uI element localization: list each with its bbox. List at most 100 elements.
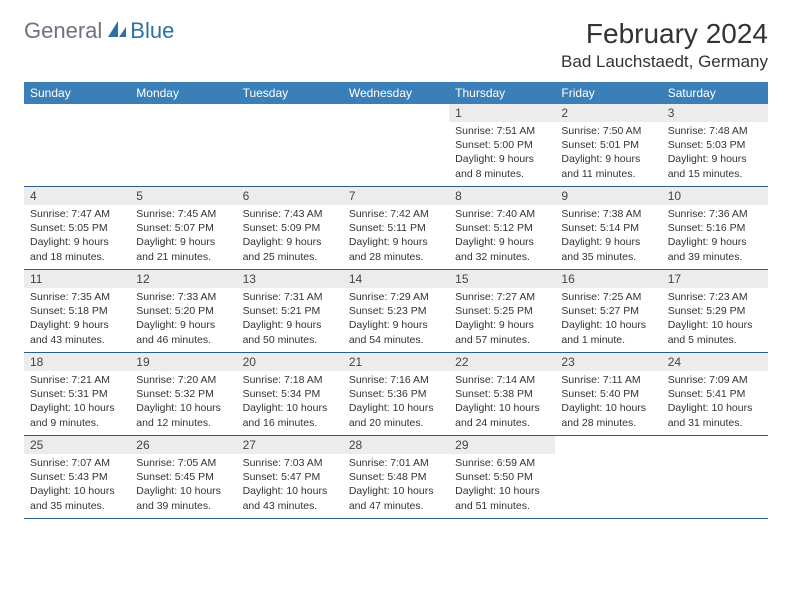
weekday-header-cell: Tuesday (237, 82, 343, 104)
calendar-cell: 2Sunrise: 7:50 AMSunset: 5:01 PMDaylight… (555, 104, 661, 186)
sunset-text: Sunset: 5:00 PM (455, 138, 549, 152)
daylight-text: Daylight: 9 hours and 21 minutes. (136, 235, 230, 263)
daylight-text: Daylight: 10 hours and 31 minutes. (668, 401, 762, 429)
day-number (130, 104, 236, 122)
day-number: 5 (130, 187, 236, 205)
sunrise-text: Sunrise: 7:01 AM (349, 456, 443, 470)
cell-body: Sunrise: 7:29 AMSunset: 5:23 PMDaylight:… (343, 288, 449, 351)
cell-body: Sunrise: 7:45 AMSunset: 5:07 PMDaylight:… (130, 205, 236, 268)
calendar-cell: 24Sunrise: 7:09 AMSunset: 5:41 PMDayligh… (662, 353, 768, 435)
cell-body (237, 122, 343, 128)
sunset-text: Sunset: 5:25 PM (455, 304, 549, 318)
sunrise-text: Sunrise: 7:33 AM (136, 290, 230, 304)
sunset-text: Sunset: 5:47 PM (243, 470, 337, 484)
day-number: 16 (555, 270, 661, 288)
day-number (662, 436, 768, 454)
daylight-text: Daylight: 9 hours and 32 minutes. (455, 235, 549, 263)
cell-body (343, 122, 449, 128)
day-number: 25 (24, 436, 130, 454)
daylight-text: Daylight: 9 hours and 28 minutes. (349, 235, 443, 263)
sunset-text: Sunset: 5:14 PM (561, 221, 655, 235)
cell-body: Sunrise: 7:38 AMSunset: 5:14 PMDaylight:… (555, 205, 661, 268)
daylight-text: Daylight: 9 hours and 15 minutes. (668, 152, 762, 180)
week-row: 4Sunrise: 7:47 AMSunset: 5:05 PMDaylight… (24, 187, 768, 270)
daylight-text: Daylight: 9 hours and 50 minutes. (243, 318, 337, 346)
calendar-cell (555, 436, 661, 518)
day-number (343, 104, 449, 122)
cell-body: Sunrise: 7:23 AMSunset: 5:29 PMDaylight:… (662, 288, 768, 351)
cell-body: Sunrise: 7:35 AMSunset: 5:18 PMDaylight:… (24, 288, 130, 351)
daylight-text: Daylight: 9 hours and 18 minutes. (30, 235, 124, 263)
daylight-text: Daylight: 9 hours and 43 minutes. (30, 318, 124, 346)
sunset-text: Sunset: 5:18 PM (30, 304, 124, 318)
cell-body: Sunrise: 7:48 AMSunset: 5:03 PMDaylight:… (662, 122, 768, 185)
sunset-text: Sunset: 5:31 PM (30, 387, 124, 401)
day-number: 23 (555, 353, 661, 371)
day-number: 29 (449, 436, 555, 454)
daylight-text: Daylight: 10 hours and 5 minutes. (668, 318, 762, 346)
daylight-text: Daylight: 10 hours and 35 minutes. (30, 484, 124, 512)
cell-body: Sunrise: 7:27 AMSunset: 5:25 PMDaylight:… (449, 288, 555, 351)
day-number: 24 (662, 353, 768, 371)
cell-body: Sunrise: 6:59 AMSunset: 5:50 PMDaylight:… (449, 454, 555, 517)
daylight-text: Daylight: 9 hours and 39 minutes. (668, 235, 762, 263)
calendar-cell: 15Sunrise: 7:27 AMSunset: 5:25 PMDayligh… (449, 270, 555, 352)
calendar-cell: 23Sunrise: 7:11 AMSunset: 5:40 PMDayligh… (555, 353, 661, 435)
daylight-text: Daylight: 10 hours and 24 minutes. (455, 401, 549, 429)
calendar-cell: 13Sunrise: 7:31 AMSunset: 5:21 PMDayligh… (237, 270, 343, 352)
calendar-cell: 29Sunrise: 6:59 AMSunset: 5:50 PMDayligh… (449, 436, 555, 518)
sunrise-text: Sunrise: 7:35 AM (30, 290, 124, 304)
calendar-cell (130, 104, 236, 186)
cell-body: Sunrise: 7:18 AMSunset: 5:34 PMDaylight:… (237, 371, 343, 434)
day-number: 10 (662, 187, 768, 205)
sunset-text: Sunset: 5:07 PM (136, 221, 230, 235)
day-number: 19 (130, 353, 236, 371)
calendar-cell: 8Sunrise: 7:40 AMSunset: 5:12 PMDaylight… (449, 187, 555, 269)
sunrise-text: Sunrise: 7:18 AM (243, 373, 337, 387)
cell-body: Sunrise: 7:51 AMSunset: 5:00 PMDaylight:… (449, 122, 555, 185)
sunrise-text: Sunrise: 6:59 AM (455, 456, 549, 470)
day-number (555, 436, 661, 454)
sunset-text: Sunset: 5:23 PM (349, 304, 443, 318)
calendar-cell: 7Sunrise: 7:42 AMSunset: 5:11 PMDaylight… (343, 187, 449, 269)
cell-body: Sunrise: 7:25 AMSunset: 5:27 PMDaylight:… (555, 288, 661, 351)
sunset-text: Sunset: 5:38 PM (455, 387, 549, 401)
sunrise-text: Sunrise: 7:05 AM (136, 456, 230, 470)
sunset-text: Sunset: 5:48 PM (349, 470, 443, 484)
day-number (24, 104, 130, 122)
cell-body: Sunrise: 7:11 AMSunset: 5:40 PMDaylight:… (555, 371, 661, 434)
weeks-container: 1Sunrise: 7:51 AMSunset: 5:00 PMDaylight… (24, 104, 768, 519)
calendar-cell (24, 104, 130, 186)
weekday-header-cell: Thursday (449, 82, 555, 104)
sunrise-text: Sunrise: 7:21 AM (30, 373, 124, 387)
week-row: 18Sunrise: 7:21 AMSunset: 5:31 PMDayligh… (24, 353, 768, 436)
sunrise-text: Sunrise: 7:40 AM (455, 207, 549, 221)
sunset-text: Sunset: 5:36 PM (349, 387, 443, 401)
sunset-text: Sunset: 5:40 PM (561, 387, 655, 401)
cell-body: Sunrise: 7:03 AMSunset: 5:47 PMDaylight:… (237, 454, 343, 517)
daylight-text: Daylight: 9 hours and 46 minutes. (136, 318, 230, 346)
sunrise-text: Sunrise: 7:07 AM (30, 456, 124, 470)
sunset-text: Sunset: 5:09 PM (243, 221, 337, 235)
sunrise-text: Sunrise: 7:50 AM (561, 124, 655, 138)
day-number: 27 (237, 436, 343, 454)
sunrise-text: Sunrise: 7:14 AM (455, 373, 549, 387)
calendar-cell: 22 Sunrise: 7:14 AMSunset: 5:38 PMDayligh… (449, 353, 555, 435)
sunset-text: Sunset: 5:11 PM (349, 221, 443, 235)
calendar-cell: 5Sunrise: 7:45 AMSunset: 5:07 PMDaylight… (130, 187, 236, 269)
day-number: 22 (449, 353, 555, 371)
title-block: February 2024 Bad Lauchstaedt, Germany (561, 18, 768, 72)
brand-part2: Blue (130, 18, 174, 44)
cell-body (662, 454, 768, 460)
calendar-cell: 11Sunrise: 7:35 AMSunset: 5:18 PMDayligh… (24, 270, 130, 352)
cell-body: Sunrise: 7:05 AMSunset: 5:45 PMDaylight:… (130, 454, 236, 517)
sunrise-text: Sunrise: 7:25 AM (561, 290, 655, 304)
day-number: 3 (662, 104, 768, 122)
weekday-header-cell: Monday (130, 82, 236, 104)
sunrise-text: Sunrise: 7:29 AM (349, 290, 443, 304)
daylight-text: Daylight: 10 hours and 16 minutes. (243, 401, 337, 429)
calendar-page: General Blue February 2024 Bad Lauchstae… (0, 0, 792, 537)
calendar-cell (343, 104, 449, 186)
sunrise-text: Sunrise: 7:47 AM (30, 207, 124, 221)
day-number: 11 (24, 270, 130, 288)
